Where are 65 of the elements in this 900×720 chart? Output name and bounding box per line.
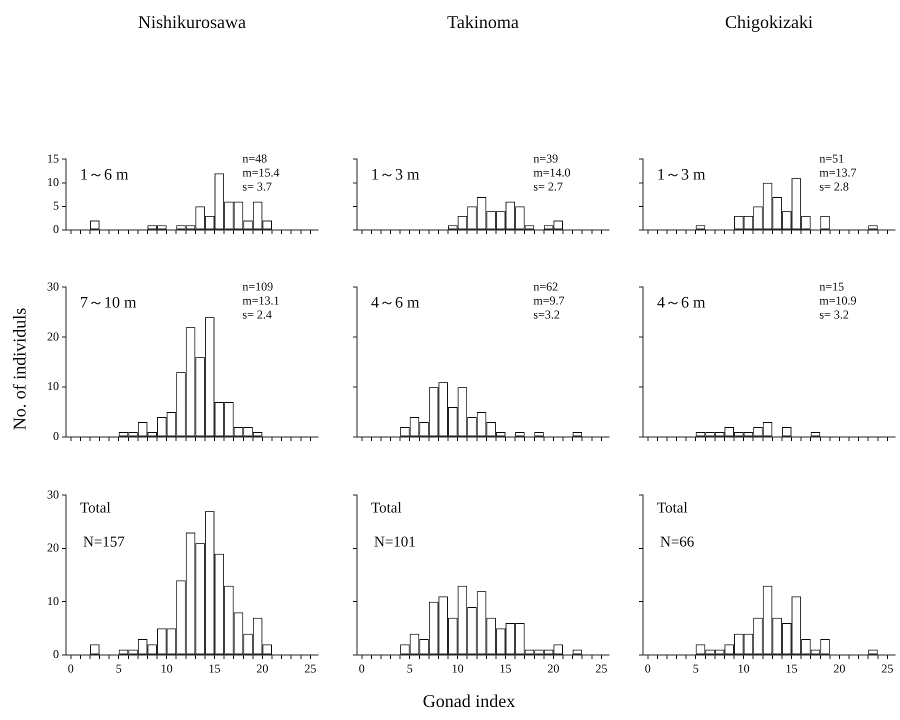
x-tick-label: 10 xyxy=(738,661,750,676)
x-tick-label: 0 xyxy=(68,661,74,676)
x-tick-label: 20 xyxy=(547,661,560,676)
annotation: s= 3.7 xyxy=(242,179,272,194)
y-tick-label: 30 xyxy=(47,279,59,294)
y-tick-label: 30 xyxy=(47,487,59,502)
x-tick-label: 20 xyxy=(833,661,846,676)
annotation: s= 2.8 xyxy=(819,179,849,194)
y-tick-label: 5 xyxy=(53,198,59,213)
x-axis-title: Gonad index xyxy=(422,691,516,712)
y-tick-label: 0 xyxy=(53,647,59,662)
x-tick-label: 25 xyxy=(304,661,316,676)
annotation: m=10.9 xyxy=(819,293,857,308)
annotation: Total xyxy=(371,500,402,517)
x-tick-label: 0 xyxy=(644,661,651,676)
chart-title: Chigokizaki xyxy=(725,12,813,33)
annotation: N=101 xyxy=(374,534,416,551)
annotation: 1～6 m xyxy=(80,166,129,184)
x-tick-label: 15 xyxy=(786,661,798,676)
annotation: s= 2.4 xyxy=(242,307,272,322)
x-tick-label: 5 xyxy=(406,661,413,676)
annotation: s= 2.7 xyxy=(533,179,563,194)
chart-title: Nishikurosawa xyxy=(138,12,246,33)
x-tick-label: 15 xyxy=(208,661,221,676)
annotation: n=109 xyxy=(242,279,274,294)
annotation: m=15.4 xyxy=(242,165,280,180)
y-tick-label: 20 xyxy=(47,329,59,344)
x-tick-label: 5 xyxy=(692,661,699,676)
annotation: m=13.1 xyxy=(242,293,280,308)
y-tick-label: 0 xyxy=(53,429,59,444)
x-tick-label: 20 xyxy=(256,661,268,676)
y-tick-label: 20 xyxy=(47,540,59,555)
annotation: m=13.7 xyxy=(819,165,857,180)
x-tick-label: 10 xyxy=(452,661,464,676)
annotation: n=39 xyxy=(533,151,558,166)
x-tick-label: 25 xyxy=(595,661,608,676)
annotation: n=15 xyxy=(819,279,844,294)
annotation: n=48 xyxy=(242,151,268,166)
annotation: 7～10 m xyxy=(80,294,137,312)
x-tick-label: 5 xyxy=(116,661,122,676)
x-tick-label: 15 xyxy=(500,661,512,676)
chart-title: Takinoma xyxy=(447,12,519,33)
annotation: N=66 xyxy=(660,534,695,551)
y-tick-label: 10 xyxy=(47,174,59,189)
y-tick-label: 10 xyxy=(47,594,59,608)
y-tick-label: 0 xyxy=(53,222,59,236)
annotation: 1～3 m xyxy=(371,166,420,184)
annotation: 4～6 m xyxy=(657,294,706,312)
x-tick-label: 25 xyxy=(881,661,894,676)
annotation: n=51 xyxy=(819,151,844,166)
annotation: 1～3 m xyxy=(657,166,706,184)
y-axis-title: No. of individuls xyxy=(10,308,30,430)
y-tick-label: 10 xyxy=(47,379,59,394)
annotation: Total xyxy=(80,500,111,517)
annotation: 4～6 m xyxy=(371,294,420,312)
y-tick-label: 15 xyxy=(47,151,59,166)
x-tick-label: 0 xyxy=(358,661,365,676)
x-tick-label: 10 xyxy=(160,661,173,676)
annotation: n=62 xyxy=(533,279,558,294)
annotation: Total xyxy=(657,500,688,517)
annotation: m=9.7 xyxy=(533,293,565,308)
annotation: s= 3.2 xyxy=(819,307,849,322)
annotation: m=14.0 xyxy=(533,165,571,180)
annotation: N=157 xyxy=(83,534,126,551)
annotation: s=3.2 xyxy=(533,307,560,322)
